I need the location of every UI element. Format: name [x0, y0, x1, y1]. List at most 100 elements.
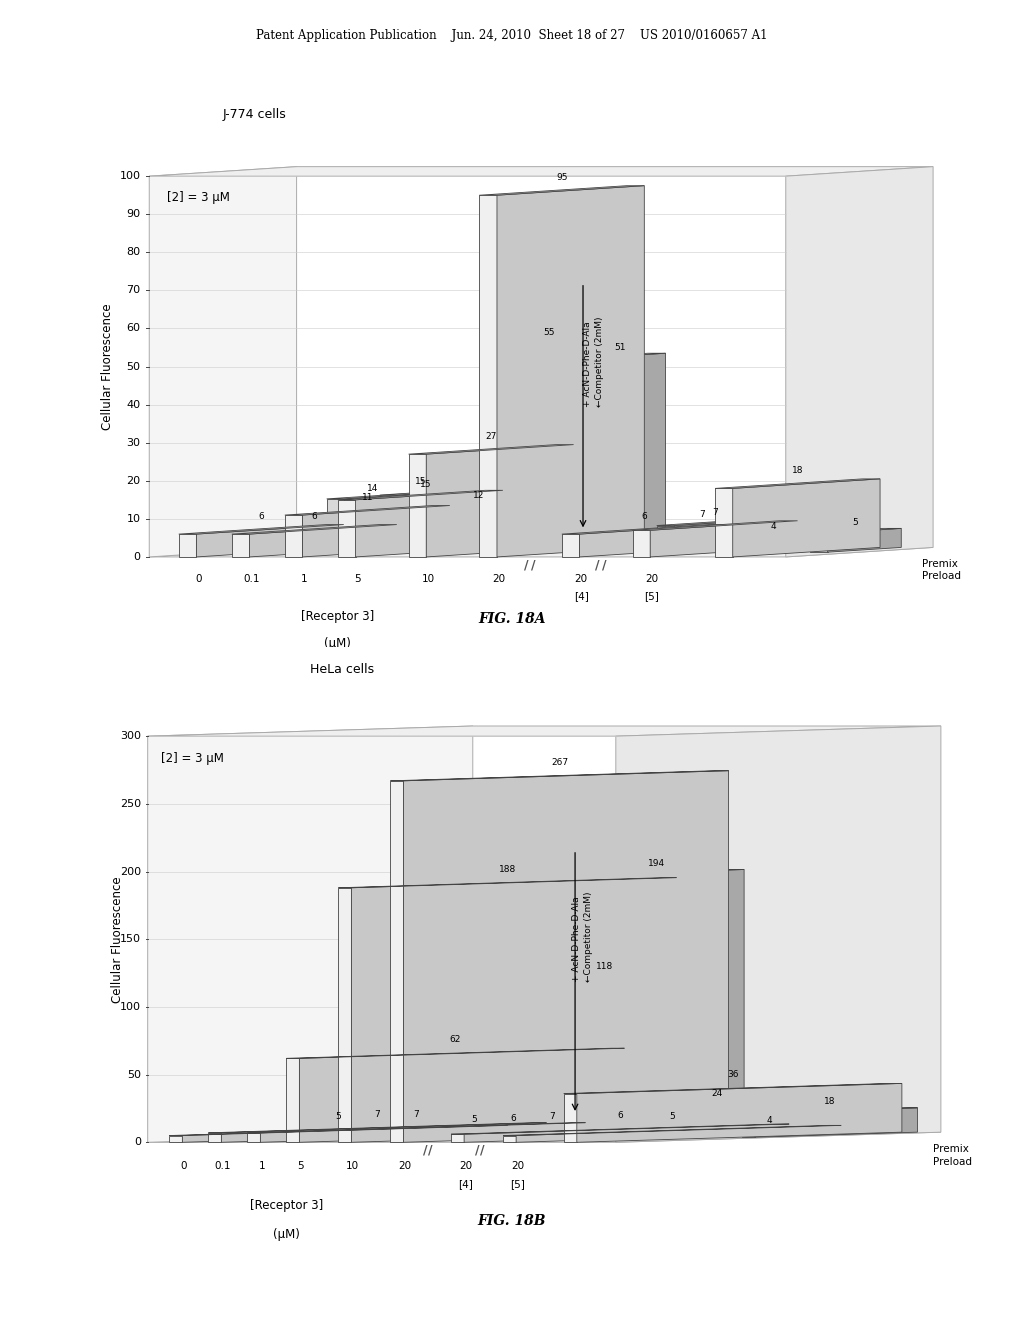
- Text: /: /: [595, 558, 599, 572]
- Polygon shape: [479, 195, 497, 557]
- Polygon shape: [681, 1131, 694, 1138]
- Polygon shape: [810, 528, 901, 533]
- Polygon shape: [399, 1126, 562, 1138]
- Text: 20: 20: [126, 475, 140, 486]
- Text: 4: 4: [770, 521, 776, 531]
- Polygon shape: [681, 1127, 857, 1131]
- Text: 300: 300: [120, 731, 141, 741]
- Polygon shape: [452, 1125, 790, 1134]
- Text: 14: 14: [367, 483, 378, 492]
- Text: 6: 6: [510, 1114, 516, 1122]
- Polygon shape: [150, 166, 933, 176]
- Polygon shape: [615, 726, 941, 1142]
- Polygon shape: [694, 1127, 857, 1138]
- Polygon shape: [248, 1133, 260, 1142]
- Polygon shape: [633, 531, 650, 557]
- Text: 6: 6: [311, 512, 317, 521]
- Text: 12: 12: [473, 491, 484, 500]
- Text: 188: 188: [499, 865, 516, 874]
- Text: 7: 7: [699, 511, 706, 519]
- Text: 100: 100: [120, 172, 140, 181]
- Text: 1: 1: [301, 574, 307, 583]
- Text: /: /: [475, 1144, 479, 1156]
- Polygon shape: [755, 1107, 918, 1138]
- Text: [2] = 3 μM: [2] = 3 μM: [167, 191, 229, 205]
- Text: /: /: [423, 1144, 427, 1156]
- Text: 0.1: 0.1: [214, 1160, 231, 1171]
- Polygon shape: [327, 499, 344, 552]
- Polygon shape: [742, 1107, 918, 1113]
- Text: 6: 6: [641, 512, 647, 521]
- Text: Cellular Fluorescence: Cellular Fluorescence: [101, 304, 115, 430]
- Polygon shape: [562, 524, 727, 535]
- Polygon shape: [465, 1123, 640, 1127]
- Text: (μM): (μM): [325, 636, 351, 649]
- Text: Patent Application Publication    Jun. 24, 2010  Sheet 18 of 27    US 2010/01606: Patent Application Publication Jun. 24, …: [256, 29, 768, 42]
- Polygon shape: [464, 1125, 790, 1142]
- Polygon shape: [582, 870, 744, 1138]
- Polygon shape: [452, 1134, 464, 1142]
- Polygon shape: [250, 524, 396, 557]
- Polygon shape: [299, 1048, 625, 1142]
- Text: 10: 10: [346, 1160, 359, 1171]
- Text: 70: 70: [126, 285, 140, 296]
- Text: 24: 24: [712, 1089, 723, 1098]
- Polygon shape: [629, 1105, 642, 1138]
- Text: 118: 118: [596, 962, 613, 972]
- Polygon shape: [656, 521, 749, 525]
- Text: 50: 50: [127, 1069, 141, 1080]
- Polygon shape: [355, 490, 503, 557]
- Polygon shape: [633, 521, 798, 531]
- Polygon shape: [675, 521, 749, 552]
- Text: 5: 5: [336, 1113, 341, 1121]
- Text: 18: 18: [824, 1097, 836, 1106]
- Polygon shape: [629, 1100, 805, 1105]
- Text: 62: 62: [450, 1035, 461, 1044]
- Text: 20: 20: [574, 574, 588, 583]
- Polygon shape: [529, 973, 692, 1138]
- Polygon shape: [742, 1113, 755, 1138]
- Polygon shape: [650, 521, 798, 557]
- Text: /: /: [524, 558, 528, 572]
- Text: 18: 18: [792, 466, 803, 475]
- Text: 55: 55: [544, 327, 555, 337]
- Polygon shape: [521, 338, 595, 552]
- Text: [Receptor 3]: [Receptor 3]: [250, 1199, 323, 1212]
- Polygon shape: [727, 532, 819, 537]
- Text: 20: 20: [511, 1160, 524, 1171]
- Polygon shape: [426, 1125, 601, 1129]
- Polygon shape: [477, 1123, 640, 1138]
- Text: 5: 5: [670, 1113, 675, 1121]
- Text: 20: 20: [398, 1160, 412, 1171]
- Text: 6: 6: [258, 512, 264, 521]
- Text: Cellular Fluorescence: Cellular Fluorescence: [111, 876, 124, 1003]
- Text: 51: 51: [614, 343, 626, 352]
- Polygon shape: [397, 490, 471, 552]
- Text: 100: 100: [120, 1002, 141, 1012]
- Polygon shape: [503, 1126, 841, 1135]
- Text: HeLa cells: HeLa cells: [310, 663, 375, 676]
- Text: [4]: [4]: [573, 591, 589, 601]
- Text: 40: 40: [126, 400, 140, 409]
- Polygon shape: [260, 1123, 586, 1142]
- Polygon shape: [715, 479, 880, 488]
- Text: 0: 0: [134, 1138, 141, 1147]
- Text: 5: 5: [853, 517, 858, 527]
- Polygon shape: [208, 1133, 221, 1142]
- Text: 36: 36: [727, 1071, 738, 1080]
- Polygon shape: [351, 878, 677, 1142]
- Polygon shape: [179, 535, 197, 557]
- Text: FIG. 18A: FIG. 18A: [478, 612, 546, 626]
- Polygon shape: [248, 1123, 586, 1133]
- Text: 95: 95: [556, 173, 567, 182]
- Polygon shape: [656, 525, 675, 552]
- Polygon shape: [433, 502, 524, 507]
- Text: 7: 7: [375, 1110, 380, 1118]
- Text: 60: 60: [126, 323, 140, 334]
- Polygon shape: [150, 548, 933, 557]
- Polygon shape: [642, 1100, 805, 1138]
- Polygon shape: [302, 506, 450, 557]
- Text: 80: 80: [126, 247, 140, 257]
- Polygon shape: [577, 1084, 902, 1142]
- Text: 10: 10: [422, 574, 434, 583]
